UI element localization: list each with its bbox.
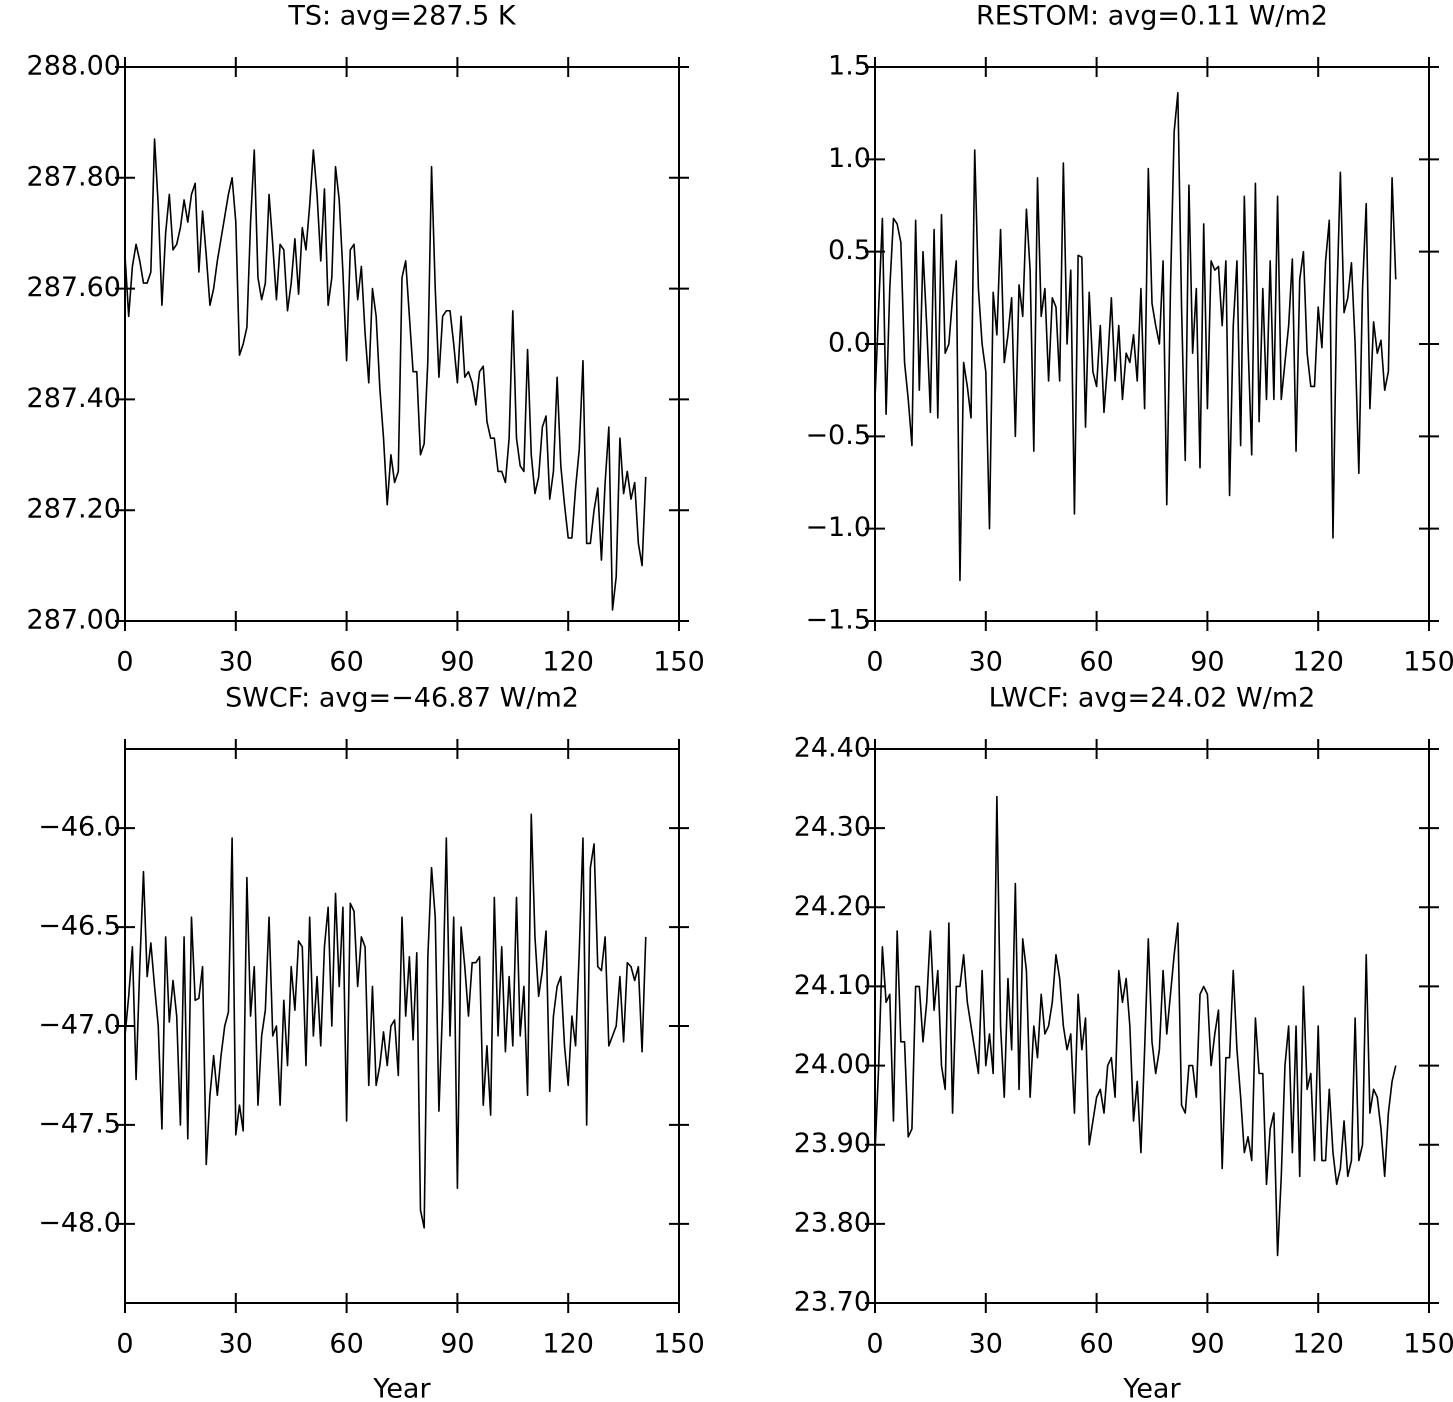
x-tick-label: 120 bbox=[1292, 1329, 1344, 1360]
y-tick-label: 287.20 bbox=[27, 494, 121, 525]
x-tick-label: 120 bbox=[542, 1329, 594, 1360]
y-tick-label: 287.80 bbox=[27, 161, 121, 192]
y-tick-label: −47.5 bbox=[38, 1108, 121, 1139]
y-tick-label: 1.5 bbox=[828, 51, 871, 82]
plot-frame bbox=[874, 66, 1430, 622]
y-tick-label: −0.5 bbox=[805, 420, 871, 451]
y-tick-label: 24.30 bbox=[794, 812, 871, 843]
data-line bbox=[874, 92, 1397, 582]
y-tick-label: 287.40 bbox=[27, 383, 121, 414]
x-tick-label: 0 bbox=[866, 647, 883, 678]
y-tick-label: 287.00 bbox=[27, 605, 121, 636]
y-tick-label: 287.60 bbox=[27, 272, 121, 303]
x-tick-label: 90 bbox=[440, 1329, 474, 1360]
y-tick-label: 23.80 bbox=[794, 1207, 871, 1238]
x-tick-label: 60 bbox=[329, 647, 363, 678]
x-tick-label: 150 bbox=[1403, 647, 1453, 678]
x-tick-label: 60 bbox=[1079, 1329, 1113, 1360]
x-tick-label: 120 bbox=[542, 647, 594, 678]
x-tick-label: 30 bbox=[219, 1329, 253, 1360]
y-tick-label: 24.10 bbox=[794, 970, 871, 1001]
x-tick-label: 150 bbox=[653, 1329, 705, 1360]
data-line bbox=[874, 795, 1397, 1257]
x-tick-label: 30 bbox=[969, 647, 1003, 678]
plot-frame bbox=[874, 748, 1430, 1304]
y-tick-label: −1.5 bbox=[805, 605, 871, 636]
x-tick-label: 30 bbox=[969, 1329, 1003, 1360]
x-tick-label: 150 bbox=[653, 647, 705, 678]
y-tick-label: 0.0 bbox=[828, 328, 871, 359]
x-tick-label: 60 bbox=[1079, 647, 1113, 678]
y-tick-label: −47.0 bbox=[38, 1010, 121, 1041]
chart-title: TS: avg=287.5 K bbox=[287, 1, 516, 32]
x-tick-label: 150 bbox=[1403, 1329, 1453, 1360]
y-tick-label: 0.5 bbox=[828, 235, 871, 266]
x-tick-label: 60 bbox=[329, 1329, 363, 1360]
x-axis-label: Year bbox=[372, 1374, 431, 1402]
x-tick-label: 120 bbox=[1292, 647, 1344, 678]
x-tick-label: 0 bbox=[866, 1329, 883, 1360]
x-tick-label: 0 bbox=[116, 1329, 133, 1360]
y-tick-label: 24.00 bbox=[794, 1049, 871, 1080]
y-tick-label: 23.70 bbox=[794, 1287, 871, 1318]
plot-frame bbox=[124, 66, 680, 622]
chart-title: LWCF: avg=24.02 W/m2 bbox=[989, 683, 1316, 714]
plot-frame bbox=[124, 748, 680, 1304]
x-tick-label: 90 bbox=[440, 647, 474, 678]
y-tick-label: −46.0 bbox=[38, 812, 121, 843]
y-tick-label: 24.20 bbox=[794, 891, 871, 922]
y-tick-label: 1.0 bbox=[828, 143, 871, 174]
chart-title: SWCF: avg=−46.87 W/m2 bbox=[225, 683, 579, 714]
data-line bbox=[124, 138, 647, 611]
x-tick-label: 30 bbox=[219, 647, 253, 678]
chart-title: RESTOM: avg=0.11 W/m2 bbox=[976, 1, 1328, 32]
data-line bbox=[124, 813, 647, 1229]
x-axis-label: Year bbox=[1122, 1374, 1181, 1402]
x-tick-label: 90 bbox=[1190, 647, 1224, 678]
x-tick-label: 0 bbox=[116, 647, 133, 678]
y-tick-label: −46.5 bbox=[38, 911, 121, 942]
y-tick-label: 288.00 bbox=[27, 51, 121, 82]
y-tick-label: 23.90 bbox=[794, 1128, 871, 1159]
y-tick-label: −48.0 bbox=[38, 1207, 121, 1238]
y-tick-label: 24.40 bbox=[794, 733, 871, 764]
x-tick-label: 90 bbox=[1190, 1329, 1224, 1360]
y-tick-label: −1.0 bbox=[805, 512, 871, 543]
